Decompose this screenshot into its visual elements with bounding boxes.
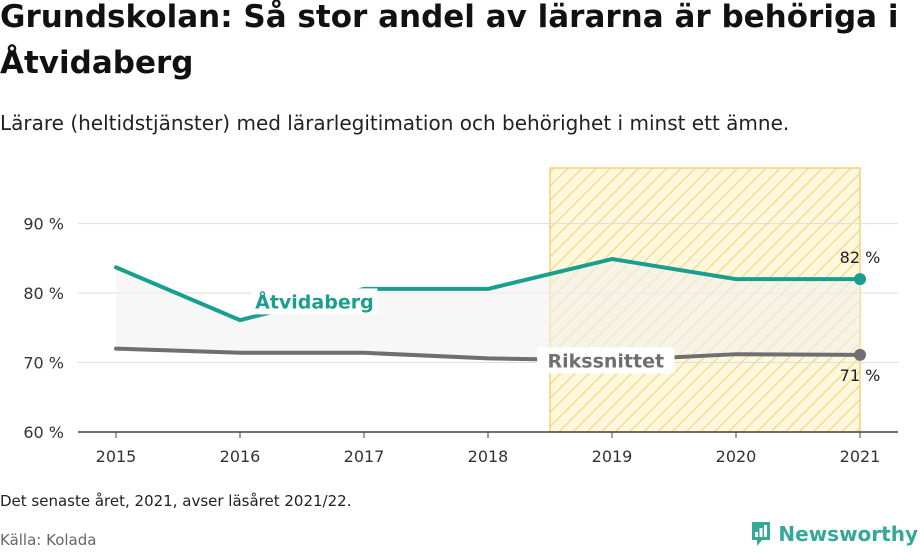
- line-chart: 60 % 70 % 80 % 90 % 2015 2016 2017 2018 2019 2020…: [23, 167, 898, 466]
- chart-subtitle: Lärare (heltidstjänster) med lärarlegiti…: [0, 111, 790, 135]
- series-end-point: [854, 273, 866, 286]
- series-label-bg: [537, 347, 675, 374]
- series-name-label: Rikssnittet: [548, 350, 665, 372]
- series-line-primary: [114, 257, 862, 323]
- y-tick-label: 90 %: [23, 215, 64, 234]
- y-tick-label: 80 %: [23, 284, 64, 303]
- brand-name: Newsworthy: [778, 522, 918, 546]
- x-tick-label: 2019: [592, 447, 633, 466]
- end-value-label: 71 %: [840, 366, 881, 385]
- x-tick-label: 2015: [96, 447, 137, 466]
- chart-title: Grundskolan: Så stor andel av lärarna är…: [0, 0, 899, 81]
- x-tick-label: 2016: [220, 447, 261, 466]
- series-line-national: [114, 346, 862, 363]
- end-value-label: 82 %: [840, 248, 881, 267]
- x-tick-label: 2017: [344, 447, 385, 466]
- x-tick-label: 2020: [716, 447, 757, 466]
- x-tick-label: 2021: [840, 447, 881, 466]
- brand-logo: Newsworthy: [750, 520, 918, 548]
- series-name-label: Åtvidaberg: [255, 289, 374, 313]
- y-tick-label: 70 %: [23, 354, 64, 373]
- series-end-point: [854, 348, 866, 361]
- x-tick-label: 2018: [468, 447, 509, 466]
- source-note: Källa: Kolada: [0, 531, 97, 549]
- footnote: Det senaste året, 2021, avser läsåret 20…: [0, 492, 352, 510]
- bar-chart-icon: [752, 522, 771, 546]
- series-gap-band: [116, 259, 860, 361]
- series-label-bg: [251, 288, 378, 315]
- y-tick-label: 60 %: [23, 423, 64, 442]
